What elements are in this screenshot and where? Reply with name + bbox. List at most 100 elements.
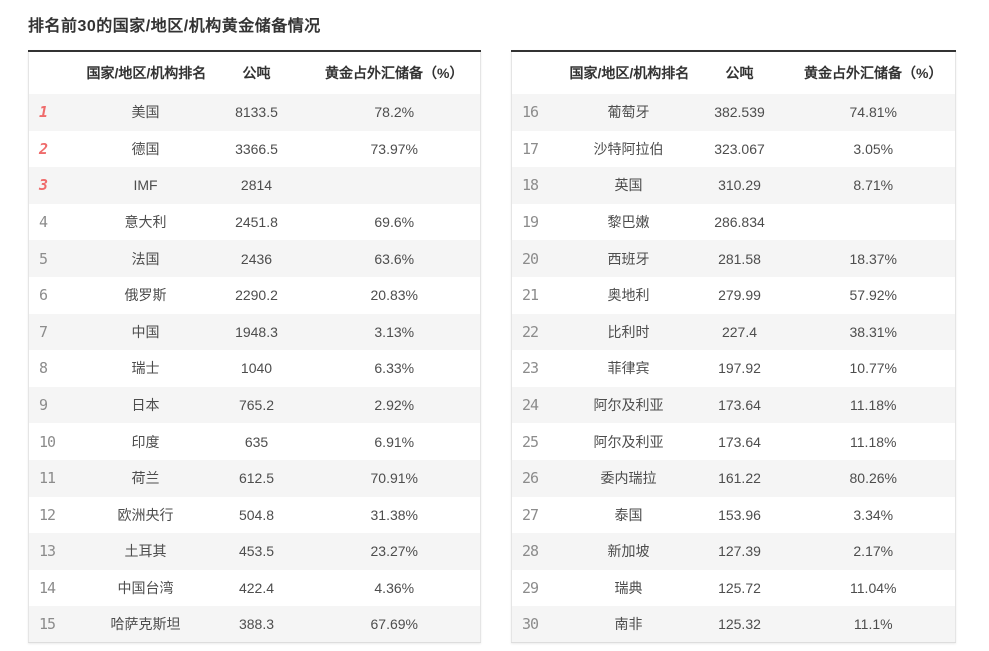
tonnes-cell: 279.99: [718, 287, 761, 304]
pct-cell: 23.27%: [370, 543, 418, 560]
country-cell: 法国: [131, 250, 160, 267]
table-row: 21 奥地利 279.99 57.92%: [511, 276, 956, 314]
tonnes-cell: 161.22: [718, 470, 761, 487]
pct-cell: 73.97%: [370, 140, 418, 157]
country-cell: 菲律宾: [607, 360, 650, 377]
pct-cell: 78.2%: [374, 104, 415, 121]
table-row: 29 瑞典 125.72 11.04%: [511, 569, 956, 607]
rank-cell: 20: [522, 249, 539, 268]
country-cell: 阿尔及利亚: [593, 433, 664, 450]
table-header-row: 国家/地区/机构排名 公吨 黄金占外汇储备（%）: [511, 51, 956, 94]
rank-cell: 26: [522, 469, 539, 488]
tonnes-cell: 173.64: [718, 433, 761, 450]
pct-cell: 70.91%: [370, 470, 418, 487]
table-row: 14 中国台湾 422.4 4.36%: [28, 569, 481, 607]
country-cell: 泰国: [614, 506, 643, 523]
table-row: 20 西班牙 281.58 18.37%: [511, 240, 956, 277]
table-row: 25 阿尔及利亚 173.64 11.18%: [511, 423, 956, 460]
tables-container: 国家/地区/机构排名 公吨 黄金占外汇储备（%） 1 美国 8133.5 78.2% 2…: [28, 50, 989, 644]
rank-cell: 11: [39, 469, 56, 488]
rank-cell: 24: [522, 396, 539, 415]
tonnes-cell: 2451.8: [235, 214, 278, 231]
pct-cell: 3.34%: [853, 506, 894, 523]
header-tonnes: 公吨: [687, 51, 792, 94]
rank-cell: 23: [522, 359, 539, 378]
tonnes-cell: 612.5: [238, 470, 275, 487]
tonnes-cell: 281.58: [718, 250, 761, 267]
rank-cell: 18: [522, 176, 539, 195]
page-title: 排名前30的国家/地区/机构黄金储备情况: [28, 18, 321, 35]
table-row: 7 中国 1948.3 3.13%: [28, 313, 481, 351]
pct-cell: 67.69%: [370, 616, 418, 633]
country-cell: 奥地利: [607, 287, 650, 304]
country-cell: 德国: [131, 140, 160, 157]
country-cell: 比利时: [607, 323, 650, 340]
table-body: 1 美国 8133.5 78.2% 2 德国 3366.5 73.97% 3 IMF 2814 4 意大…: [28, 94, 481, 643]
tonnes-cell: 173.64: [718, 397, 761, 414]
header-pct: 黄金占外汇储备（%）: [791, 51, 956, 94]
country-cell: 美国: [131, 104, 160, 121]
tonnes-cell: 453.5: [238, 543, 275, 560]
table-row: 19 黎巴嫩 286.834: [511, 203, 956, 241]
tonnes-cell: 3366.5: [235, 140, 278, 157]
tonnes-cell: 323.067: [714, 140, 765, 157]
pct-cell: 4.36%: [374, 580, 415, 597]
tonnes-cell: 127.39: [718, 543, 761, 560]
gold-reserves-table-left: 国家/地区/机构排名 公吨 黄金占外汇储备（%） 1 美国 8133.5 78.2% 2…: [28, 50, 481, 644]
country-cell: IMF: [133, 177, 158, 194]
pct-cell: 63.6%: [374, 250, 415, 267]
country-cell: 英国: [614, 177, 643, 194]
table-row: 18 英国 310.29 8.71%: [511, 167, 956, 204]
country-cell: 日本: [131, 397, 160, 414]
country-cell: 欧洲央行: [117, 506, 174, 523]
tonnes-cell: 125.72: [718, 580, 761, 597]
rank-cell: 4: [39, 213, 48, 232]
rank-cell: 16: [522, 103, 539, 122]
country-cell: 瑞士: [131, 360, 160, 377]
country-cell: 南非: [614, 616, 643, 633]
rank-cell: 13: [39, 542, 56, 561]
country-cell: 俄罗斯: [124, 287, 167, 304]
header-pct: 黄金占外汇储备（%）: [308, 51, 481, 94]
pct-cell: [792, 204, 956, 241]
country-cell: 中国台湾: [117, 580, 174, 597]
rank-cell: 5: [39, 249, 48, 268]
rank-cell: 6: [39, 286, 48, 305]
rank-cell: 22: [522, 322, 539, 341]
rank-cell: 9: [39, 396, 48, 415]
table-header-row: 国家/地区/机构排名 公吨 黄金占外汇储备（%）: [28, 51, 481, 94]
country-cell: 中国: [131, 323, 160, 340]
rank-cell: 17: [522, 139, 539, 158]
pct-cell: 3.05%: [853, 140, 894, 157]
tonnes-cell: 382.539: [714, 104, 765, 121]
country-cell: 新加坡: [607, 543, 650, 560]
country-cell: 阿尔及利亚: [593, 397, 664, 414]
tonnes-cell: 286.834: [714, 214, 765, 231]
pct-cell: 11.04%: [850, 580, 897, 597]
pct-cell: 57.92%: [849, 287, 897, 304]
pct-cell: 20.83%: [370, 287, 418, 304]
table-row: 10 印度 635 6.91%: [28, 423, 481, 460]
country-cell: 葡萄牙: [607, 104, 650, 121]
table-body: 16 葡萄牙 382.539 74.81% 17 沙特阿拉伯 323.067 3.05% 18 英…: [511, 94, 956, 643]
pct-cell: 10.77%: [849, 360, 897, 377]
rank-cell: 2: [39, 139, 48, 158]
header-tonnes: 公吨: [204, 51, 309, 94]
table-row: 2 德国 3366.5 73.97%: [28, 130, 481, 168]
pct-cell: 11.18%: [850, 433, 897, 450]
header-country: 国家/地区/机构排名: [86, 51, 206, 94]
pct-cell: 38.31%: [849, 323, 897, 340]
pct-cell: 2.92%: [374, 397, 415, 414]
tonnes-cell: 153.96: [718, 506, 761, 523]
pct-cell: 8.71%: [853, 177, 894, 194]
header-rank: [511, 51, 570, 94]
rank-cell: 12: [39, 505, 56, 524]
table-row: 27 泰国 153.96 3.34%: [511, 496, 956, 534]
rank-cell: 27: [522, 505, 539, 524]
pct-cell: 3.13%: [374, 323, 415, 340]
pct-cell: 74.81%: [849, 104, 897, 121]
tonnes-cell: 388.3: [238, 616, 275, 633]
tonnes-cell: 310.29: [718, 177, 761, 194]
rank-cell: 1: [39, 103, 48, 122]
table-row: 4 意大利 2451.8 69.6%: [28, 203, 481, 241]
